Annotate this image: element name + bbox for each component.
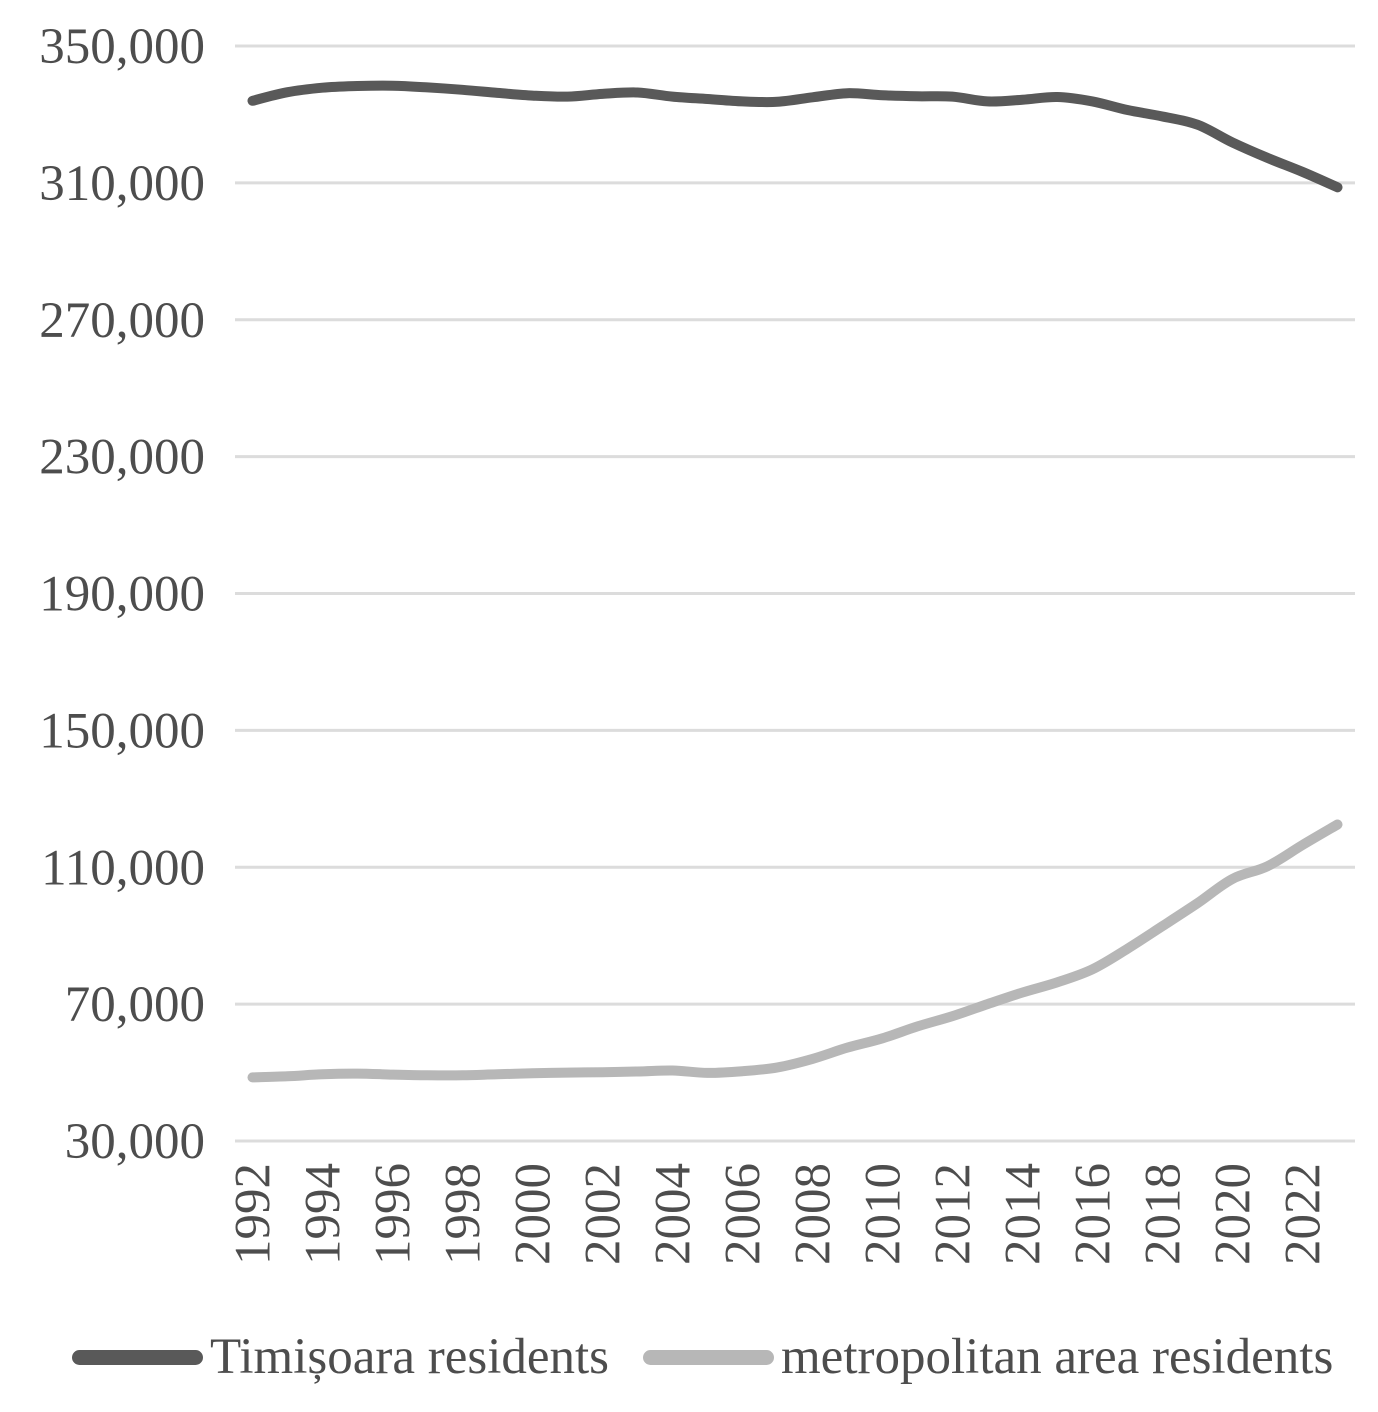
x-tick-label: 2022 bbox=[1276, 1163, 1332, 1265]
x-tick-label: 2004 bbox=[646, 1163, 702, 1265]
x-tick-label: 2014 bbox=[996, 1163, 1052, 1265]
y-tick-label: 310,000 bbox=[39, 156, 205, 212]
timisoara-line-swatch-icon bbox=[72, 1350, 203, 1365]
y-tick-label: 110,000 bbox=[41, 840, 205, 896]
x-axis-tick-labels: 1992 1994 1996 1998 2000 2002 2004 2006 2008 2010… bbox=[226, 1163, 1332, 1265]
x-tick-label: 2002 bbox=[576, 1163, 632, 1265]
y-tick-label: 30,000 bbox=[65, 1114, 205, 1170]
y-axis-tick-labels: 350,000 310,000 270,000 230,000 190,000 150,0… bbox=[39, 19, 205, 1170]
x-tick-label: 2006 bbox=[716, 1163, 772, 1265]
x-tick-label: 2000 bbox=[506, 1163, 562, 1265]
timisoara-residents-line bbox=[247, 80, 1343, 193]
chart-legend: Timișoara residents metropolitan area re… bbox=[72, 1332, 1362, 1383]
x-tick-label: 2010 bbox=[856, 1163, 912, 1265]
y-tick-label: 270,000 bbox=[39, 293, 205, 349]
metropolitan-line-swatch-icon bbox=[643, 1350, 775, 1365]
x-tick-label: 1996 bbox=[366, 1163, 422, 1265]
y-tick-label: 150,000 bbox=[39, 703, 205, 759]
y-tick-label: 190,000 bbox=[39, 567, 205, 623]
x-tick-label: 2012 bbox=[926, 1163, 982, 1265]
metropolitan-area-residents-line bbox=[247, 819, 1343, 1083]
x-tick-label: 2020 bbox=[1206, 1163, 1262, 1265]
legend-item-metropolitan-area-residents: metropolitan area residents bbox=[643, 1332, 1333, 1383]
x-tick-label: 2018 bbox=[1136, 1163, 1192, 1265]
x-tick-label: 2008 bbox=[786, 1163, 842, 1265]
y-tick-label: 350,000 bbox=[39, 19, 205, 75]
legend-label-timisoara-residents: Timișoara residents bbox=[210, 1329, 610, 1385]
x-tick-label: 2016 bbox=[1066, 1163, 1122, 1265]
y-tick-label: 70,000 bbox=[65, 977, 205, 1033]
legend-label-metropolitan-area-residents: metropolitan area residents bbox=[781, 1329, 1334, 1385]
x-tick-label: 1992 bbox=[226, 1163, 282, 1265]
x-tick-label: 1994 bbox=[296, 1163, 352, 1265]
x-tick-label: 1998 bbox=[436, 1163, 492, 1265]
legend-item-timisoara-residents: Timișoara residents bbox=[72, 1332, 609, 1383]
series-lines bbox=[247, 80, 1343, 1083]
y-tick-label: 230,000 bbox=[39, 430, 205, 486]
gridlines bbox=[235, 44, 1355, 1143]
